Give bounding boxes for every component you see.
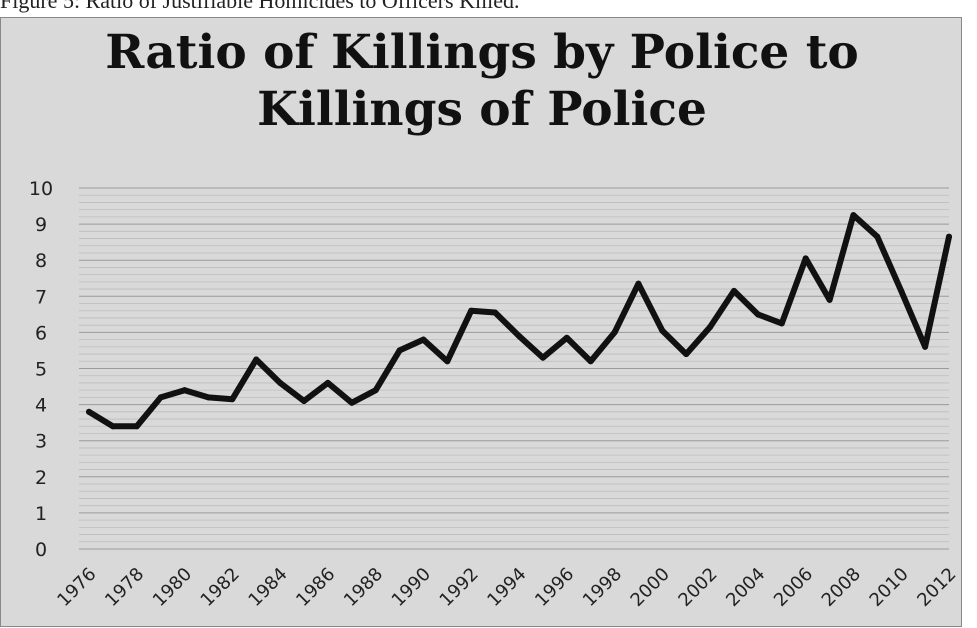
y-tick-label: 0 xyxy=(35,539,47,561)
data-point xyxy=(372,387,379,394)
data-point xyxy=(802,255,809,262)
data-point xyxy=(492,309,499,316)
x-tick-label: 2006 xyxy=(770,564,817,611)
data-point xyxy=(611,329,618,336)
x-tick-label: 2002 xyxy=(674,564,721,611)
data-point xyxy=(157,394,164,401)
data-point xyxy=(229,396,236,403)
data-point xyxy=(277,379,284,386)
x-tick-label: 1988 xyxy=(340,564,387,611)
data-point xyxy=(754,311,761,318)
x-tick-label: 1986 xyxy=(292,564,339,611)
data-point xyxy=(778,320,785,327)
data-point xyxy=(826,296,833,303)
figure-caption: Figure 5: Ratio of Justifiable Homicides… xyxy=(0,0,520,13)
data-point xyxy=(301,397,307,404)
x-tick-label: 1996 xyxy=(531,564,578,611)
data-point xyxy=(587,358,594,365)
y-axis-ticks: 0 1 2 3 4 5 6 7 8 9 10 xyxy=(29,178,53,561)
x-tick-label: 2000 xyxy=(627,564,674,611)
series-line xyxy=(86,212,952,430)
data-point xyxy=(683,351,690,358)
data-point xyxy=(946,233,952,240)
data-point xyxy=(253,356,260,363)
x-tick-label: 1976 xyxy=(53,564,100,611)
data-point xyxy=(444,358,451,365)
data-point xyxy=(396,347,403,354)
line-chart: 0 1 2 3 4 5 6 7 8 9 10 1976 1978 1980 1982 1984 1986 198… xyxy=(29,178,961,611)
data-point xyxy=(420,336,427,343)
x-tick-label: 2004 xyxy=(722,564,769,611)
x-tick-label: 1984 xyxy=(244,564,291,611)
data-point xyxy=(922,343,929,350)
data-point xyxy=(348,399,355,406)
grid-lines xyxy=(79,187,949,550)
x-tick-label: 2008 xyxy=(818,564,865,611)
y-tick-label: 9 xyxy=(35,214,47,236)
data-point xyxy=(707,323,714,330)
data-point xyxy=(539,354,546,361)
y-tick-label: 3 xyxy=(35,431,47,453)
data-point xyxy=(181,387,188,394)
data-point xyxy=(205,394,212,401)
series-layer xyxy=(86,212,952,430)
chart-title-line-1: Ratio of Killings by Police to xyxy=(105,25,859,80)
x-tick-label: 1998 xyxy=(579,564,626,611)
data-point xyxy=(324,379,331,386)
chart-title-line-2: Killings of Police xyxy=(257,82,707,137)
y-tick-label: 4 xyxy=(35,395,47,417)
data-point xyxy=(563,334,570,341)
y-tick-label: 8 xyxy=(35,250,47,272)
y-tick-label: 1 xyxy=(35,503,47,525)
data-point xyxy=(898,287,905,294)
x-tick-label: 1978 xyxy=(101,564,148,611)
data-point xyxy=(109,423,116,430)
data-point xyxy=(874,233,881,240)
x-axis-ticks: 1976 1978 1980 1982 1984 1986 1988 1990 1992 1994… xyxy=(53,564,960,611)
chart-title: Ratio of Killings by Police to Killings … xyxy=(1,24,963,138)
data-point xyxy=(133,423,140,430)
chart-container: Ratio of Killings by Police to Killings … xyxy=(0,17,962,627)
x-tick-label: 1992 xyxy=(436,564,483,611)
data-point xyxy=(850,212,857,219)
data-point xyxy=(635,280,642,287)
x-tick-label: 1980 xyxy=(149,564,196,611)
y-tick-label: 5 xyxy=(35,359,47,381)
x-tick-label: 1990 xyxy=(388,564,435,611)
data-point xyxy=(86,408,92,415)
data-point xyxy=(516,333,522,340)
x-tick-label: 1982 xyxy=(197,564,244,611)
x-tick-label: 2012 xyxy=(913,564,960,611)
data-point xyxy=(468,307,475,314)
y-tick-label: 7 xyxy=(35,286,47,308)
y-tick-label: 10 xyxy=(29,178,53,200)
x-tick-label: 1994 xyxy=(483,564,530,611)
data-point xyxy=(659,327,666,334)
x-tick-label: 2010 xyxy=(866,564,913,611)
y-tick-label: 2 xyxy=(35,467,47,489)
y-tick-label: 6 xyxy=(35,322,47,344)
data-point xyxy=(731,287,737,294)
